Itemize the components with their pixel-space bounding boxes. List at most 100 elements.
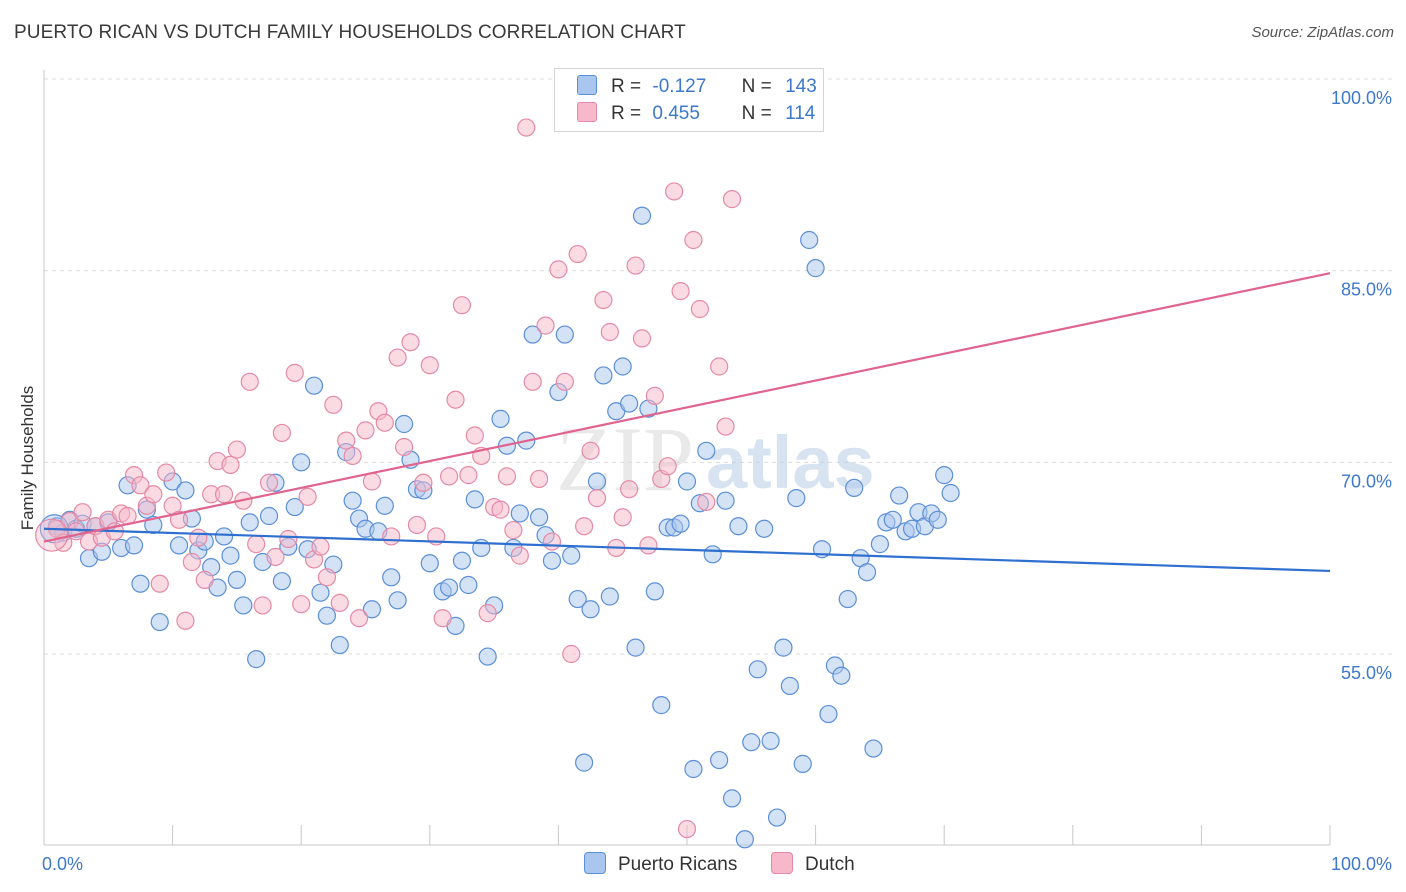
x-tick-labels: 0.0% 100.0% — [42, 854, 1392, 874]
data-point — [870, 535, 890, 554]
legend-n-label: N = — [741, 103, 772, 124]
y-tick-label: 55.0% — [1341, 663, 1392, 683]
data-point — [157, 463, 176, 482]
source-label: Source: ZipAtlas.com — [1251, 24, 1394, 41]
data-point — [665, 182, 684, 201]
data-point — [504, 520, 523, 540]
trend-lines — [43, 272, 1331, 573]
legend-n-value: 143 — [785, 76, 817, 97]
data-point — [780, 676, 799, 696]
data-point — [620, 394, 639, 413]
data-point — [459, 466, 478, 485]
data-point — [587, 489, 607, 508]
data-point — [523, 372, 542, 391]
trend-line-dutch — [43, 272, 1331, 543]
data-point — [645, 582, 664, 601]
data-point — [594, 290, 613, 310]
data-point — [150, 574, 169, 593]
data-point — [272, 572, 292, 591]
data-point — [362, 600, 382, 619]
data-point — [710, 357, 729, 376]
legend-row-puerto-ricans: R = -0.127 N = 143 — [577, 75, 817, 101]
y-axis-title: Family Households — [18, 385, 37, 531]
data-point — [189, 528, 208, 547]
data-point — [600, 587, 619, 606]
x-tick-label: 0.0% — [42, 854, 83, 874]
data-point — [735, 830, 754, 849]
data-point — [742, 733, 761, 752]
axes — [43, 70, 1331, 846]
data-point — [176, 611, 195, 630]
data-point — [362, 472, 382, 491]
data-point — [690, 299, 709, 319]
data-point — [144, 485, 163, 504]
data-point — [729, 517, 748, 536]
data-point — [819, 704, 838, 724]
data-point — [594, 366, 613, 385]
data-point — [452, 551, 472, 570]
data-point — [587, 472, 607, 491]
legend-r-value: 0.455 — [652, 103, 700, 124]
puerto-ricans-points — [39, 206, 960, 849]
gridlines — [44, 78, 1392, 655]
data-point — [639, 536, 658, 555]
data-point — [343, 491, 362, 510]
data-point — [247, 535, 266, 554]
data-point — [439, 578, 459, 597]
x-tick-label: 100.0% — [1331, 854, 1392, 874]
data-point — [928, 510, 947, 529]
data-point — [131, 574, 150, 593]
data-point — [652, 696, 671, 715]
data-point — [716, 417, 735, 436]
data-point — [195, 570, 214, 589]
data-point — [542, 551, 562, 570]
data-point — [253, 596, 272, 615]
data-point — [285, 497, 304, 517]
data-point — [523, 325, 542, 344]
data-point — [671, 282, 690, 301]
data-point — [259, 506, 279, 526]
bottom-legend-swatch-blue — [584, 852, 606, 874]
data-point — [459, 575, 478, 595]
data-point — [182, 552, 201, 572]
data-point — [697, 492, 716, 512]
legend-r-label: R = — [611, 76, 642, 97]
data-point — [343, 446, 362, 466]
data-point — [73, 503, 92, 522]
trend-line-puerto-ricans — [43, 527, 1331, 573]
data-point — [671, 514, 690, 533]
data-point — [710, 750, 729, 770]
data-point — [568, 244, 587, 264]
data-point — [240, 372, 259, 391]
data-point — [755, 519, 774, 538]
data-point — [845, 478, 864, 497]
data-point — [562, 644, 581, 664]
data-point — [575, 517, 594, 536]
data-point — [349, 609, 369, 628]
data-point — [883, 510, 902, 529]
data-point — [716, 491, 735, 510]
data-point — [446, 390, 465, 409]
data-point — [478, 604, 497, 623]
data-point — [530, 508, 549, 527]
dutch-points — [35, 71, 742, 839]
data-point — [677, 472, 697, 491]
data-point — [581, 600, 600, 619]
data-point — [311, 583, 330, 602]
data-point — [677, 819, 697, 839]
data-point — [420, 356, 439, 375]
data-point — [227, 570, 246, 589]
legend-swatch-pink — [577, 102, 597, 122]
legend-r-label: R = — [611, 103, 642, 124]
data-point — [292, 595, 311, 614]
data-point — [703, 545, 722, 564]
data-point — [935, 466, 954, 485]
data-point — [491, 409, 510, 428]
data-point — [465, 490, 484, 509]
data-point — [375, 413, 394, 432]
data-point — [555, 372, 574, 391]
data-point — [401, 333, 420, 352]
data-point — [439, 467, 459, 486]
data-point — [298, 487, 317, 506]
data-point — [240, 513, 259, 532]
